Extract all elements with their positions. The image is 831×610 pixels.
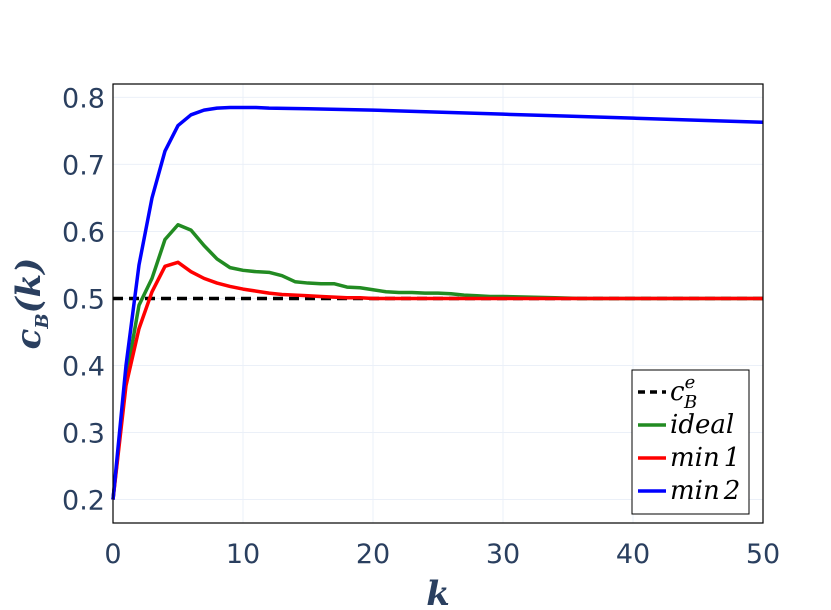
x-tick-label: 50 bbox=[746, 539, 780, 570]
y-tick-label: 0.8 bbox=[62, 83, 105, 114]
legend-label-base: min bbox=[670, 476, 720, 506]
plot-frame bbox=[112, 83, 764, 524]
legend-label-3: min 2 bbox=[670, 476, 740, 506]
y-tick-label: 0.6 bbox=[62, 217, 105, 248]
y-axis-title-sub: B bbox=[32, 313, 53, 329]
x-tick-label: 0 bbox=[104, 539, 121, 570]
y-axis-title-arg: (k) bbox=[9, 258, 49, 314]
y-tick-label: 0.7 bbox=[62, 150, 105, 181]
y-tick-label: 0.3 bbox=[62, 419, 105, 450]
legend-label-sup: e bbox=[685, 372, 696, 393]
x-tick-label: 20 bbox=[356, 539, 390, 570]
x-tick-label: 10 bbox=[226, 539, 260, 570]
legend-label-num: 2 bbox=[723, 476, 741, 506]
legend-label-0: ce B bbox=[670, 372, 697, 413]
series-line-3 bbox=[111, 105, 764, 500]
legend-label-2: min 1 bbox=[670, 443, 740, 473]
legend-label-sub: B bbox=[683, 392, 697, 413]
legend-box bbox=[631, 369, 750, 515]
y-axis-title-base: c bbox=[9, 328, 49, 349]
legend-label-base: min bbox=[670, 443, 720, 473]
legend-label-base: c bbox=[670, 377, 685, 407]
y-ticks: 0.2 0.3 0.4 0.5 0.6 0.7 0.8 bbox=[62, 83, 105, 516]
y-tick-label: 0.2 bbox=[62, 486, 105, 517]
y-tick-label: 0.4 bbox=[62, 351, 105, 382]
x-axis-title: k bbox=[426, 574, 450, 610]
legend-label-base: ideal bbox=[670, 410, 734, 440]
x-ticks: 0 10 20 30 40 50 bbox=[104, 539, 780, 570]
series-layer bbox=[111, 105, 764, 500]
x-tick-label: 30 bbox=[486, 539, 520, 570]
series-line-2 bbox=[111, 260, 763, 500]
x-tick-label: 40 bbox=[616, 539, 650, 570]
y-tick-label: 0.5 bbox=[62, 284, 105, 315]
y-axis-title: cB(k) bbox=[9, 258, 53, 350]
legend-label-1: ideal bbox=[670, 410, 734, 440]
legend-label-num: 1 bbox=[724, 443, 741, 473]
